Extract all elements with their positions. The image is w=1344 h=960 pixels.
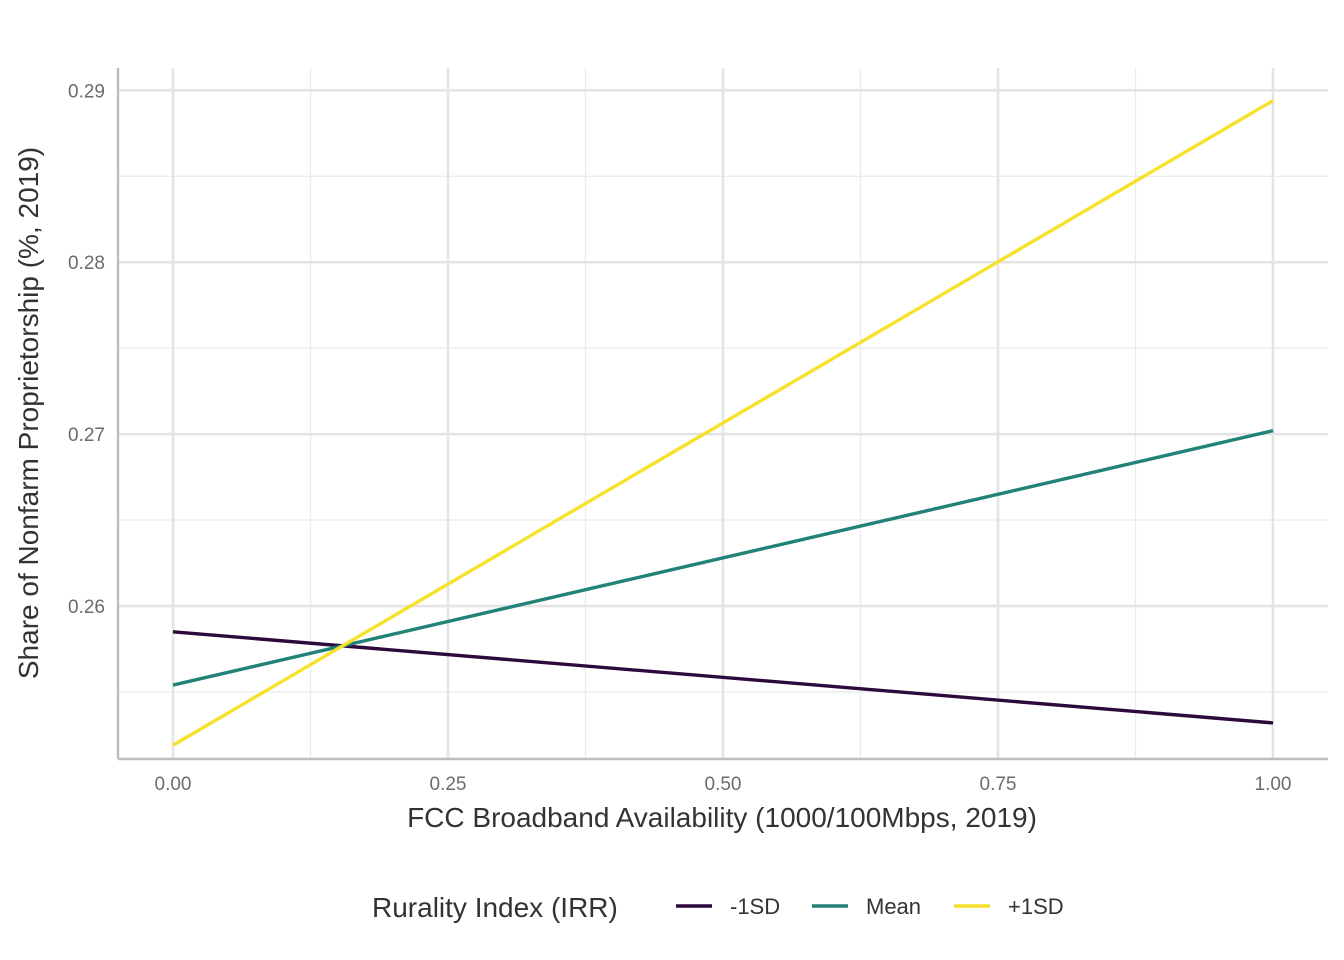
series-lines [172,99,1274,747]
legend-label-+1SD: +1SD [1008,894,1064,919]
y-tick-label: 0.28 [68,253,105,274]
axes [116,68,1328,761]
y-tick-labels: 0.26 0.27 0.28 0.29 [68,81,105,618]
x-tick-label: 0.50 [705,774,742,795]
y-tick-label: 0.26 [68,597,105,618]
legend: Rurality Index (IRR) -1SD Mean +1SD [372,892,1064,923]
major-gridlines [118,68,1328,759]
series-line-Mean [172,429,1274,687]
x-axis-title: FCC Broadband Availability (1000/100Mbps… [407,802,1037,833]
y-tick-label: 0.29 [68,81,105,102]
x-tick-label: 0.25 [430,774,467,795]
series-line-+1SD [172,99,1274,747]
y-tick-label: 0.27 [68,425,105,446]
x-tick-labels: 0.00 0.25 0.50 0.75 1.00 [155,774,1292,795]
legend-label-Mean: Mean [866,894,921,919]
series-line--1SD [172,630,1274,725]
y-axis-title: Share of Nonfarm Proprietorship (%, 2019… [13,147,44,679]
x-tick-label: 0.00 [155,774,192,795]
legend-title: Rurality Index (IRR) [372,892,618,923]
x-tick-label: 0.75 [980,774,1017,795]
x-tick-label: 1.00 [1255,774,1292,795]
legend-label--1SD: -1SD [730,894,780,919]
legend-items: -1SD Mean +1SD [676,894,1064,919]
